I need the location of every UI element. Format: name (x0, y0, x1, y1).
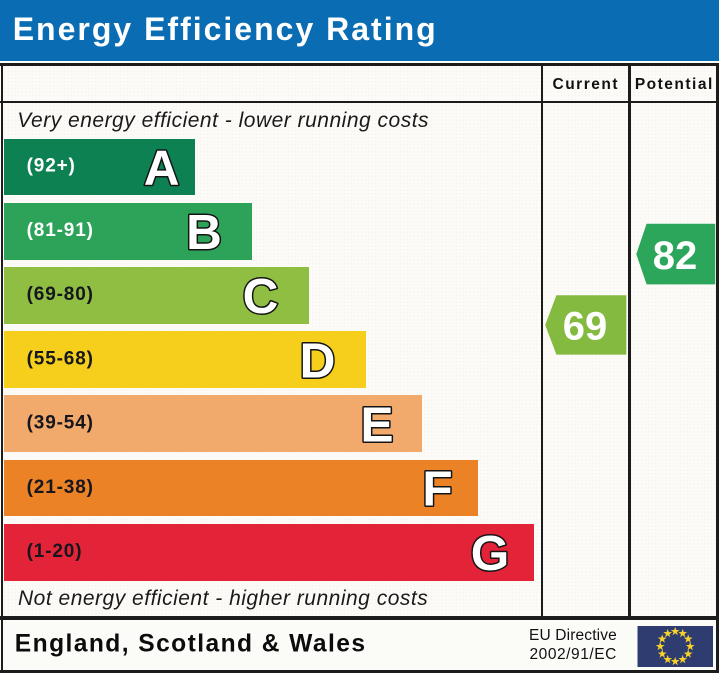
svg-text:(81-91): (81-91) (27, 220, 94, 241)
svg-text:82: 82 (653, 234, 698, 278)
svg-text:C: C (243, 269, 279, 324)
svg-text:G: G (471, 526, 510, 581)
svg-text:Current: Current (553, 76, 619, 93)
svg-text:A: A (144, 141, 180, 196)
svg-text:69: 69 (563, 304, 608, 348)
svg-text:E: E (360, 398, 393, 453)
svg-text:(69-80): (69-80) (27, 284, 94, 305)
svg-text:(21-38): (21-38) (27, 477, 94, 498)
svg-text:(1-20): (1-20) (27, 541, 83, 562)
svg-text:2002/91/EC: 2002/91/EC (530, 646, 617, 663)
svg-text:(92+): (92+) (27, 156, 76, 177)
svg-text:Potential: Potential (635, 76, 714, 93)
svg-text:Not energy efficient - higher: Not energy efficient - higher running co… (18, 587, 428, 610)
svg-text:EU Directive: EU Directive (529, 627, 617, 644)
svg-text:D: D (300, 333, 336, 388)
svg-text:England, Scotland & Wales: England, Scotland & Wales (15, 630, 367, 657)
svg-text:(55-68): (55-68) (27, 348, 94, 369)
svg-text:(39-54): (39-54) (27, 413, 94, 434)
svg-text:F: F (422, 462, 452, 517)
svg-text:Energy Efficiency Rating: Energy Efficiency Rating (13, 11, 438, 47)
svg-text:B: B (186, 205, 222, 260)
svg-text:Very energy efficient - lower: Very energy efficient - lower running co… (17, 109, 429, 132)
